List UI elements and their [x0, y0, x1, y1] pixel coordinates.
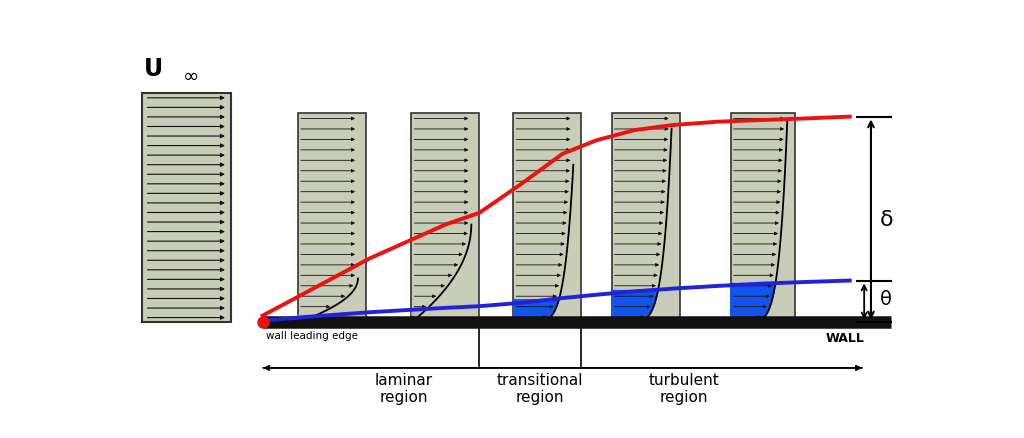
Text: laminar
region: laminar region: [375, 373, 433, 405]
Polygon shape: [513, 300, 559, 322]
Text: $\mathbf{U}$: $\mathbf{U}$: [143, 57, 162, 81]
Polygon shape: [731, 283, 775, 322]
Bar: [141, 93, 230, 322]
Polygon shape: [298, 315, 316, 322]
Bar: [412, 113, 479, 322]
Bar: [513, 113, 582, 322]
Text: transitional
region: transitional region: [497, 373, 583, 405]
Bar: [298, 113, 367, 322]
Text: wall leading edge: wall leading edge: [265, 331, 357, 341]
Text: WALL: WALL: [826, 332, 865, 346]
Polygon shape: [611, 290, 658, 322]
Bar: [731, 113, 795, 322]
Polygon shape: [412, 308, 428, 322]
Text: turbulent
region: turbulent region: [648, 373, 719, 405]
Text: θ: θ: [880, 290, 892, 309]
Text: $\infty$: $\infty$: [182, 66, 199, 85]
Text: δ: δ: [880, 209, 894, 230]
Bar: [611, 113, 680, 322]
